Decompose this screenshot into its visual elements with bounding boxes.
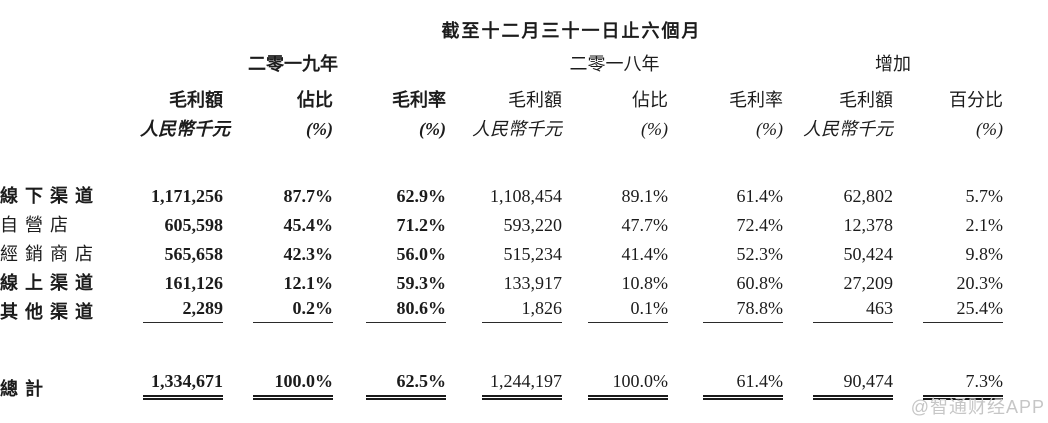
value-cell: 45.4% bbox=[283, 215, 334, 236]
unit-rmb-thousand-increase: 人民幣千元 bbox=[803, 119, 893, 140]
value-cell: 12,378 bbox=[843, 215, 894, 236]
value-cell: 87.7% bbox=[283, 186, 334, 207]
value-cell: 10.8% bbox=[621, 273, 669, 294]
gross-profit-by-channel-table: 截至十二月三十一日止六個月 二零一九年 二零一八年 增加 毛利額 佔比 毛利率 … bbox=[0, 6, 1048, 400]
value-cell: 9.8% bbox=[965, 244, 1004, 265]
table-row-distributor-stores: 經銷商店 565,658 42.3% 56.0% 515,234 41.4% 5… bbox=[0, 236, 1048, 265]
app-watermark: @智通财经APP bbox=[910, 397, 1045, 417]
value-cell: 5.7% bbox=[965, 186, 1004, 207]
col-header-gross-profit-2018: 毛利額 bbox=[508, 90, 562, 111]
unit-percent-increase: (%) bbox=[976, 119, 1003, 140]
value-cell: 2.1% bbox=[965, 215, 1004, 236]
unit-percent-share-2018: (%) bbox=[641, 119, 668, 140]
value-cell: 59.3% bbox=[396, 273, 447, 294]
increase-group-header: 增加 bbox=[875, 54, 911, 75]
col-header-share-2018: 佔比 bbox=[632, 90, 668, 111]
col-header-gross-profit-2019: 毛利額 bbox=[169, 90, 223, 111]
unit-header-row: 人民幣千元 (%) (%) 人民幣千元 (%) (%) 人民幣千元 (%) bbox=[0, 111, 1048, 140]
value-cell: 1,171,256 bbox=[151, 186, 223, 207]
value-cell: 593,220 bbox=[503, 215, 563, 236]
value-cell: 62.9% bbox=[396, 186, 447, 207]
value-cell: 515,234 bbox=[503, 244, 563, 265]
value-cell: 133,917 bbox=[503, 273, 563, 294]
value-cell: 89.1% bbox=[621, 186, 669, 207]
year-2018-group-header: 二零一八年 bbox=[569, 54, 660, 75]
total-value-cell: 62.5% bbox=[366, 371, 446, 400]
table-row-online-channel: 線上渠道 161,126 12.1% 59.3% 133,917 10.8% 6… bbox=[0, 265, 1048, 294]
unit-percent-share-2019: (%) bbox=[306, 119, 333, 140]
value-cell: 2,289 bbox=[143, 298, 223, 323]
table-title-row: 截至十二月三十一日止六個月 bbox=[0, 6, 1048, 42]
table-row-other-channels: 其他渠道 2,289 0.2% 80.6% 1,826 0.1% 78.8% 4… bbox=[0, 294, 1048, 323]
unit-rmb-thousand-2019: 人民幣千元 bbox=[140, 119, 230, 140]
spacer-row bbox=[0, 140, 1048, 178]
col-header-margin-2018: 毛利率 bbox=[729, 90, 783, 111]
value-cell: 27,209 bbox=[843, 273, 894, 294]
value-cell: 50,424 bbox=[843, 244, 894, 265]
col-header-increase-amount: 毛利額 bbox=[839, 90, 893, 111]
value-cell: 0.2% bbox=[253, 298, 333, 323]
unit-rmb-thousand-2018: 人民幣千元 bbox=[472, 119, 562, 140]
total-value-cell: 7.3% bbox=[923, 371, 1003, 400]
total-value-cell: 1,334,671 bbox=[143, 371, 223, 400]
total-value-cell: 100.0% bbox=[588, 371, 668, 400]
value-cell: 52.3% bbox=[736, 244, 784, 265]
row-label: 線下渠道 bbox=[0, 186, 100, 207]
value-cell: 71.2% bbox=[396, 215, 447, 236]
value-cell: 78.8% bbox=[703, 298, 783, 323]
row-label: 經銷商店 bbox=[0, 244, 100, 265]
value-cell: 60.8% bbox=[736, 273, 784, 294]
col-header-increase-percent: 百分比 bbox=[949, 90, 1003, 111]
value-cell: 463 bbox=[813, 298, 893, 323]
value-cell: 12.1% bbox=[283, 273, 334, 294]
value-cell: 25.4% bbox=[923, 298, 1003, 323]
value-cell: 62,802 bbox=[843, 186, 894, 207]
value-cell: 47.7% bbox=[621, 215, 669, 236]
value-cell: 42.3% bbox=[283, 244, 334, 265]
total-value-cell: 90,474 bbox=[813, 371, 893, 400]
unit-percent-margin-2018: (%) bbox=[756, 119, 783, 140]
year-2019-group-header: 二零一九年 bbox=[248, 54, 338, 75]
row-label: 線上渠道 bbox=[0, 273, 100, 294]
col-header-share-2019: 佔比 bbox=[297, 90, 333, 111]
total-value-cell: 1,244,197 bbox=[482, 371, 562, 400]
total-row-label: 總計 bbox=[0, 379, 50, 400]
value-cell: 565,658 bbox=[164, 244, 224, 265]
column-header-row: 毛利額 佔比 毛利率 毛利額 佔比 毛利率 毛利額 百分比 bbox=[0, 75, 1048, 111]
value-cell: 72.4% bbox=[736, 215, 784, 236]
spacer-row bbox=[0, 323, 1048, 371]
total-value-cell: 100.0% bbox=[253, 371, 333, 400]
unit-percent-margin-2019: (%) bbox=[419, 119, 446, 140]
value-cell: 1,108,454 bbox=[490, 186, 562, 207]
value-cell: 1,826 bbox=[482, 298, 562, 323]
value-cell: 0.1% bbox=[588, 298, 668, 323]
value-cell: 605,598 bbox=[164, 215, 224, 236]
row-label: 自營店 bbox=[0, 215, 75, 236]
year-group-row: 二零一九年 二零一八年 增加 bbox=[0, 42, 1048, 75]
value-cell: 80.6% bbox=[366, 298, 446, 323]
value-cell: 41.4% bbox=[621, 244, 669, 265]
total-value-cell: 61.4% bbox=[703, 371, 783, 400]
value-cell: 61.4% bbox=[736, 186, 784, 207]
value-cell: 20.3% bbox=[956, 273, 1004, 294]
table-row-offline-channel: 線下渠道 1,171,256 87.7% 62.9% 1,108,454 89.… bbox=[0, 178, 1048, 207]
value-cell: 161,126 bbox=[164, 273, 224, 294]
table-title: 截至十二月三十一日止六個月 bbox=[441, 21, 702, 42]
value-cell: 56.0% bbox=[396, 244, 447, 265]
table-row-total: 總計 1,334,671 100.0% 62.5% 1,244,197 100.… bbox=[0, 371, 1048, 400]
table-row-self-operated-stores: 自營店 605,598 45.4% 71.2% 593,220 47.7% 72… bbox=[0, 207, 1048, 236]
col-header-margin-2019: 毛利率 bbox=[392, 90, 446, 111]
row-label: 其他渠道 bbox=[0, 302, 100, 323]
